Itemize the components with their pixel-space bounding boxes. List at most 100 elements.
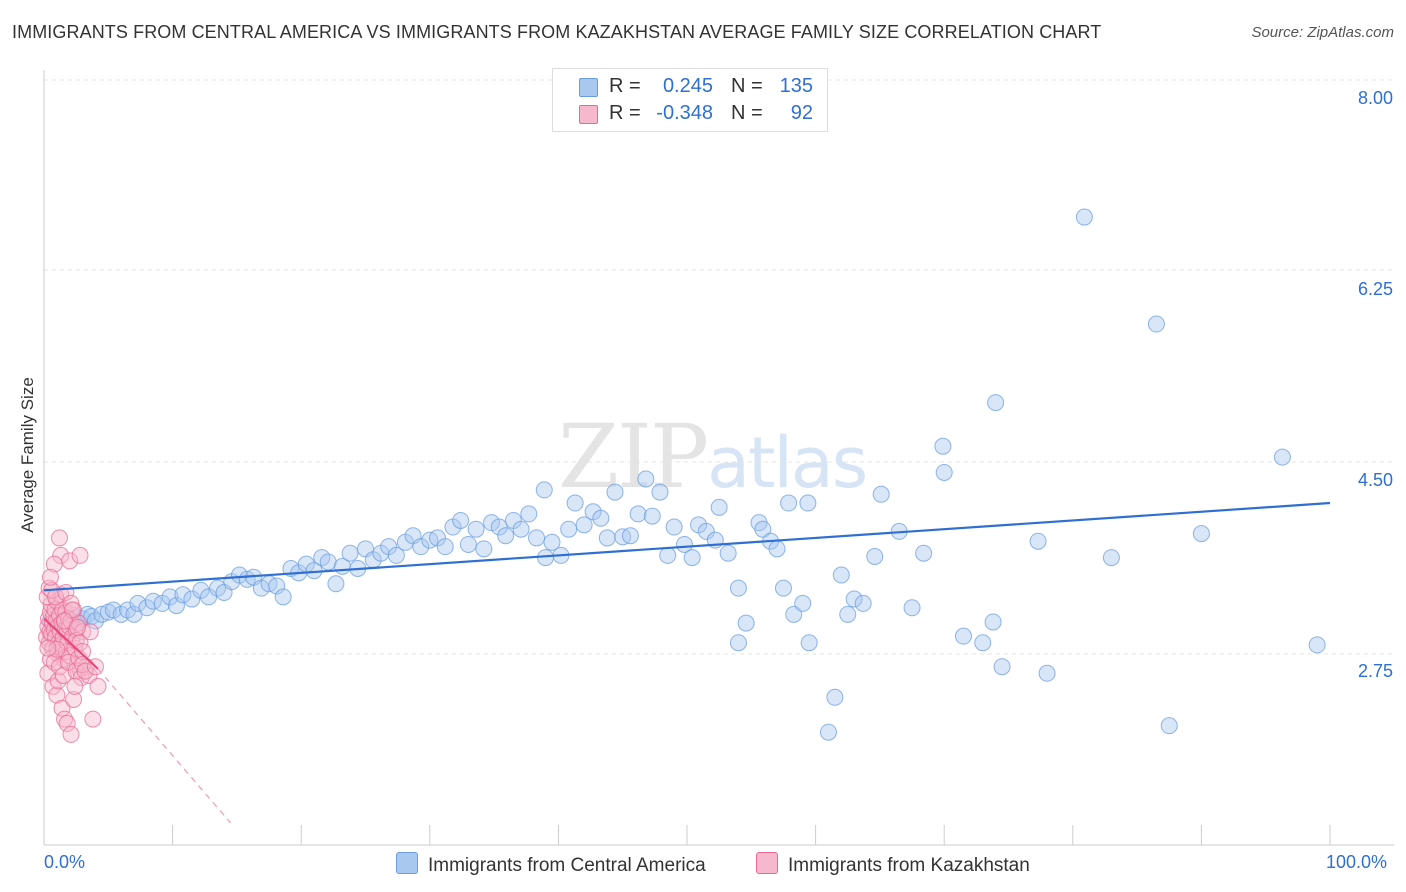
point-central-america	[167, 597, 185, 615]
point-central-america	[794, 594, 812, 612]
point-central-america	[993, 658, 1011, 676]
point-central-america	[497, 527, 515, 545]
legend-n-value: 135	[779, 75, 813, 97]
point-central-america	[839, 605, 857, 623]
point-central-america	[183, 590, 201, 608]
point-central-america	[1308, 636, 1326, 654]
point-central-america	[768, 540, 786, 558]
point-kazakhstan	[74, 656, 92, 674]
y-tick-label: 6.25	[1358, 279, 1393, 299]
point-kazakhstan	[48, 640, 66, 658]
trend-line-central-america	[43, 501, 1331, 592]
point-kazakhstan	[49, 672, 67, 690]
point-central-america	[1029, 532, 1047, 550]
legend-n-value: 92	[790, 102, 813, 124]
point-kazakhstan	[62, 594, 80, 612]
point-central-america	[436, 538, 454, 556]
point-kazakhstan	[53, 699, 71, 717]
point-central-america	[452, 511, 470, 529]
point-central-america	[560, 520, 578, 538]
point-central-america	[984, 613, 1002, 631]
point-central-america	[954, 627, 972, 645]
point-central-america	[1102, 549, 1120, 567]
point-central-america	[819, 723, 837, 741]
legend-r-value: 0.245	[662, 75, 713, 97]
bottom-legend-kazakhstan: Immigrants from Kazakhstan	[756, 852, 1030, 877]
point-central-america	[327, 575, 345, 593]
chart-title: IMMIGRANTS FROM CENTRAL AMERICA VS IMMIG…	[12, 22, 1102, 42]
point-central-america	[729, 579, 747, 597]
point-central-america	[606, 483, 624, 501]
point-central-america	[826, 688, 844, 706]
point-central-america	[490, 518, 508, 536]
point-kazakhstan	[58, 714, 76, 732]
bottom-legend-swatch-pink	[756, 852, 778, 874]
point-central-america	[935, 463, 953, 481]
point-central-america	[528, 529, 546, 547]
point-central-america	[1038, 664, 1056, 682]
point-kazakhstan	[74, 642, 92, 660]
legend-r-value: -0.348	[656, 102, 713, 124]
source-credit: Source: ZipAtlas.com	[1251, 24, 1394, 41]
point-central-america	[1192, 525, 1210, 543]
point-central-america	[845, 590, 863, 608]
point-kazakhstan	[71, 546, 89, 564]
y-tick-label: 2.75	[1358, 661, 1393, 681]
point-central-america	[774, 579, 792, 597]
legend-r-label: R =	[609, 75, 641, 97]
trend-line-kazakhstan-extension	[97, 668, 231, 824]
point-central-america	[629, 505, 647, 523]
point-central-america	[832, 566, 850, 584]
point-kazakhstan	[44, 677, 62, 695]
point-central-america	[697, 522, 715, 540]
legend-swatch-blue	[579, 78, 598, 97]
point-kazakhstan	[41, 568, 59, 586]
point-central-america	[754, 520, 772, 538]
point-central-america	[1147, 315, 1165, 333]
point-kazakhstan	[66, 677, 84, 695]
point-kazakhstan	[89, 677, 107, 695]
point-kazakhstan	[76, 662, 94, 680]
point-central-america	[268, 577, 286, 595]
point-kazakhstan	[48, 686, 66, 704]
point-kazakhstan	[62, 725, 80, 743]
point-central-america	[683, 549, 701, 567]
point-kazakhstan	[84, 710, 102, 728]
point-central-america	[138, 599, 156, 617]
point-central-america	[520, 505, 538, 523]
point-kazakhstan	[40, 579, 58, 597]
point-central-america	[200, 588, 218, 606]
point-kazakhstan	[68, 618, 86, 636]
point-central-america	[543, 533, 561, 551]
point-kazakhstan	[50, 658, 68, 676]
point-central-america	[987, 394, 1005, 412]
y-axis-label: Average Family Size	[18, 377, 37, 533]
point-central-america	[412, 538, 430, 556]
y-tick-label: 8.00	[1358, 88, 1393, 108]
point-kazakhstan	[39, 639, 57, 657]
legend-n-label: N =	[731, 75, 763, 97]
point-central-america	[1273, 448, 1291, 466]
legend-row-central-america: R = 0.245 N = 135	[553, 74, 827, 100]
point-central-america	[643, 507, 661, 525]
trend-line-kazakhstan	[43, 617, 99, 670]
point-central-america	[459, 535, 477, 553]
stats-legend: R = 0.245 N = 135 R = -0.348 N = 92	[552, 68, 828, 132]
watermark: ZIPatlas	[558, 405, 868, 508]
point-kazakhstan	[65, 690, 83, 708]
point-central-america	[799, 494, 817, 512]
point-central-america	[710, 498, 728, 516]
legend-swatch-pink	[579, 105, 598, 124]
point-central-america	[651, 483, 669, 501]
point-central-america	[598, 529, 616, 547]
point-central-america	[174, 586, 192, 604]
point-kazakhstan	[54, 666, 72, 684]
point-central-america	[621, 527, 639, 545]
point-central-america	[872, 485, 890, 503]
point-central-america	[737, 614, 755, 632]
point-central-america	[274, 588, 292, 606]
bottom-legend-label: Immigrants from Kazakhstan	[788, 855, 1030, 876]
point-central-america	[866, 547, 884, 565]
point-central-america	[512, 520, 530, 538]
